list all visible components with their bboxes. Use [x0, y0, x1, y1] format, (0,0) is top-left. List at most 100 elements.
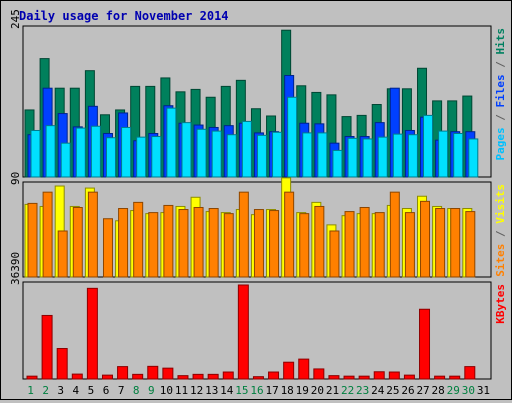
y-max-label: 36390 [9, 252, 22, 285]
bar-pages-day-16 [256, 134, 267, 178]
bar-sites-day-20 [314, 205, 325, 278]
bar-sites-day-4 [72, 206, 83, 278]
legend-part: KBytes [494, 284, 507, 324]
bar-kbytes-day-27 [419, 308, 431, 380]
x-tick-label-30: 30 [462, 384, 475, 397]
x-tick-label-18: 18 [281, 384, 294, 397]
bar-sites-day-12 [193, 206, 204, 278]
bar-pages-day-4 [75, 127, 86, 178]
legend-part: Files [494, 74, 507, 107]
bar-kbytes-day-17 [268, 371, 280, 380]
legend-part: / [494, 55, 507, 75]
bar-sites-day-8 [133, 201, 144, 278]
x-tick-label-3: 3 [57, 384, 64, 397]
bar-sites-day-3 [57, 230, 68, 278]
bar-sites-day-9 [148, 212, 159, 278]
bar-sites-day-19 [299, 213, 310, 278]
bar-pages-day-18 [287, 96, 298, 178]
bar-kbytes-day-3 [56, 348, 68, 380]
bar-pages-day-11 [181, 122, 192, 178]
bar-sites-day-18 [284, 191, 295, 278]
bar-pages-day-12 [196, 128, 207, 178]
bar-kbytes-day-16 [252, 376, 264, 380]
bar-sites-day-10 [163, 204, 174, 278]
x-tick-label-6: 6 [103, 384, 110, 397]
x-tick-label-12: 12 [190, 384, 203, 397]
x-tick-label-14: 14 [220, 384, 234, 397]
bar-pages-day-5 [90, 125, 101, 178]
panel-top: 245 Pages / Files / Hits [9, 9, 507, 178]
series-legend-label: KBytes [494, 284, 507, 324]
bar-kbytes-day-30 [464, 366, 476, 380]
bar-kbytes-day-29 [449, 375, 461, 380]
bar-pages-day-30 [468, 138, 479, 178]
y-max-label: 245 [9, 9, 22, 29]
x-tick-label-28: 28 [432, 384, 445, 397]
bar-kbytes-day-2 [41, 314, 53, 380]
bar-pages-day-15 [241, 120, 252, 178]
bar-pages-day-29 [453, 133, 464, 178]
bar-kbytes-day-23 [358, 375, 370, 380]
bar-sites-day-22 [344, 211, 355, 278]
bar-pages-day-10 [166, 107, 177, 178]
bar-kbytes-day-28 [434, 375, 446, 380]
bar-sites-day-15 [238, 191, 249, 278]
bar-sites-day-11 [178, 209, 189, 278]
bar-kbytes-day-8 [132, 373, 144, 380]
bar-pages-day-25 [392, 133, 403, 178]
bar-kbytes-day-11 [177, 375, 189, 380]
x-tick-label-1: 1 [27, 384, 34, 397]
x-tick-label-24: 24 [371, 384, 385, 397]
bar-sites-day-24 [374, 212, 385, 278]
bar-kbytes-day-25 [388, 371, 400, 380]
bar-sites-day-27 [420, 200, 431, 278]
bar-pages-day-20 [317, 132, 328, 178]
x-tick-label-31: 31 [477, 384, 490, 397]
bar-kbytes-day-22 [343, 375, 355, 380]
bar-sites-day-5 [87, 191, 98, 278]
x-tick-label-16: 16 [250, 384, 263, 397]
chart-title: Daily usage for November 2014 [19, 9, 229, 23]
bar-sites-day-29 [450, 208, 461, 278]
bar-pages-day-24 [377, 136, 388, 178]
bar-pages-day-21 [332, 149, 343, 178]
bar-sites-day-7 [118, 208, 129, 278]
bar-kbytes-day-19 [298, 358, 310, 380]
y-max-label: 90 [9, 172, 22, 185]
series-legend-label: Sites / Visits [494, 184, 507, 277]
bar-sites-day-14 [223, 213, 234, 278]
bar-kbytes-day-10 [162, 367, 174, 380]
x-tick-label-5: 5 [88, 384, 95, 397]
bar-kbytes-day-13 [207, 373, 219, 380]
bar-kbytes-day-18 [283, 361, 295, 380]
bar-sites-day-26 [404, 212, 415, 278]
bar-pages-day-23 [362, 138, 373, 178]
x-tick-label-26: 26 [401, 384, 414, 397]
x-tick-label-7: 7 [118, 384, 125, 397]
bar-kbytes-day-4 [71, 373, 83, 380]
legend-part: Visits [494, 184, 507, 224]
series-legend-label: Pages / Files / Hits [494, 28, 507, 161]
bar-sites-day-25 [389, 191, 400, 278]
bar-kbytes-day-15 [237, 284, 249, 380]
bar-pages-day-1 [30, 129, 41, 178]
bar-kbytes-day-5 [86, 287, 98, 380]
bar-kbytes-day-6 [101, 374, 113, 380]
bar-pages-day-26 [407, 134, 418, 178]
x-tick-label-29: 29 [447, 384, 460, 397]
bar-sites-day-13 [208, 208, 219, 278]
bar-pages-day-6 [105, 137, 116, 178]
bar-sites-day-16 [253, 209, 264, 278]
bar-kbytes-day-9 [147, 365, 159, 380]
bar-sites-day-17 [269, 210, 280, 278]
x-tick-label-15: 15 [235, 384, 248, 397]
x-axis-labels: 1 2 3 4 5 6 7 8 9 10 11 12 13 14 15 16 17 18 19 20 21 22 23 24 2… [27, 384, 490, 397]
legend-part: Sites [494, 244, 507, 277]
x-tick-label-23: 23 [356, 384, 369, 397]
x-tick-label-27: 27 [416, 384, 429, 397]
bar-pages-day-8 [136, 136, 147, 178]
bar-sites-day-6 [102, 218, 113, 278]
bar-kbytes-day-21 [328, 375, 340, 380]
bar-sites-day-1 [27, 202, 38, 278]
